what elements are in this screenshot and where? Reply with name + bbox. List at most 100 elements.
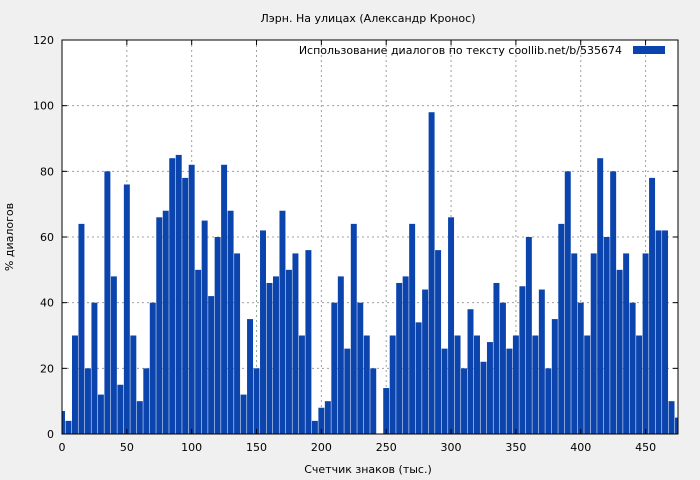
- x-tick-label: 150: [246, 441, 267, 454]
- x-axis-label: Счетчик знаков (тыс.): [304, 463, 432, 476]
- bar: [253, 368, 260, 434]
- bar: [110, 276, 117, 434]
- bar: [461, 368, 468, 434]
- x-tick-label: 250: [376, 441, 397, 454]
- y-tick-label: 0: [47, 428, 54, 441]
- bar: [370, 368, 377, 434]
- legend-label: Использование диалогов по тексту coollib…: [299, 44, 622, 57]
- bar: [344, 348, 351, 434]
- bar: [441, 348, 448, 434]
- bar: [629, 302, 636, 434]
- y-tick-label: 20: [40, 362, 54, 375]
- bar: [396, 282, 403, 434]
- bar: [486, 342, 493, 434]
- bar: [499, 302, 506, 434]
- chart-title: Лэрн. На улицах (Александр Кронос): [260, 12, 475, 25]
- legend: Использование диалогов по тексту coollib…: [299, 44, 665, 57]
- bar: [214, 237, 221, 434]
- bar: [136, 401, 143, 434]
- bar: [402, 276, 409, 434]
- x-tick-label: 200: [311, 441, 332, 454]
- bar: [234, 253, 241, 434]
- bar: [512, 335, 519, 434]
- bar: [201, 220, 208, 434]
- y-tick-label: 120: [33, 34, 54, 47]
- bar: [584, 335, 591, 434]
- x-tick-label: 350: [505, 441, 526, 454]
- bar: [422, 289, 429, 434]
- bar: [623, 253, 630, 434]
- bar: [642, 253, 649, 434]
- bar: [558, 223, 565, 434]
- y-tick-label: 80: [40, 165, 54, 178]
- x-tick-label: 100: [181, 441, 202, 454]
- bar: [577, 302, 584, 434]
- bar: [636, 335, 643, 434]
- bar: [65, 420, 72, 434]
- bar: [363, 335, 370, 434]
- bar: [467, 309, 474, 434]
- bar: [474, 335, 480, 434]
- bar: [389, 335, 396, 434]
- bar: [175, 154, 182, 434]
- bar: [331, 302, 338, 434]
- x-tick-label: 50: [120, 441, 134, 454]
- bar: [91, 302, 98, 434]
- bar: [525, 237, 532, 434]
- y-tick-label: 60: [40, 231, 54, 244]
- y-tick-label: 40: [40, 297, 54, 310]
- bar: [357, 302, 364, 434]
- bar: [156, 217, 163, 434]
- bar: [337, 276, 344, 434]
- bar: [104, 171, 111, 435]
- bar: [292, 253, 299, 434]
- bar: [675, 417, 678, 434]
- legend-swatch: [633, 46, 665, 54]
- bar: [285, 269, 292, 434]
- bar: [590, 253, 597, 434]
- bar: [480, 361, 487, 434]
- x-tick-label: 450: [635, 441, 656, 454]
- bars: [62, 112, 678, 435]
- bar: [454, 335, 461, 434]
- bar: [324, 401, 331, 434]
- bar: [71, 335, 78, 434]
- bar: [208, 296, 215, 434]
- bar: [610, 171, 617, 435]
- x-tick-label: 300: [441, 441, 462, 454]
- bar: [182, 177, 189, 434]
- tick-labels: 0 50 100 150 200 250 300 350 400 450 0 20 40 60 80 100 1…: [33, 34, 656, 454]
- bar: [571, 253, 578, 434]
- bar: [247, 319, 254, 434]
- bar: [318, 407, 325, 434]
- bar: [448, 217, 455, 434]
- bar: [84, 368, 91, 434]
- bar: [169, 158, 176, 434]
- bar: [97, 394, 104, 434]
- bar: [188, 164, 195, 434]
- bar: [493, 282, 500, 434]
- bar: [62, 411, 65, 434]
- bar: [240, 394, 247, 434]
- bar: [272, 276, 279, 434]
- bar: [162, 210, 169, 434]
- bar: [130, 335, 137, 434]
- bar: [117, 384, 124, 434]
- bar: [149, 302, 156, 434]
- bar: [221, 164, 228, 434]
- bar: [409, 223, 416, 434]
- x-tick-label: 400: [570, 441, 591, 454]
- bar: [298, 335, 305, 434]
- bar: [350, 223, 357, 434]
- bar: [305, 250, 312, 434]
- bar: [506, 348, 513, 434]
- bar: [603, 237, 610, 434]
- bar: [143, 368, 150, 434]
- bar: [597, 158, 604, 434]
- bar: [123, 184, 130, 434]
- bar: [662, 230, 669, 434]
- bar: [279, 210, 286, 434]
- x-tick-label: 0: [59, 441, 66, 454]
- bar: [668, 401, 675, 434]
